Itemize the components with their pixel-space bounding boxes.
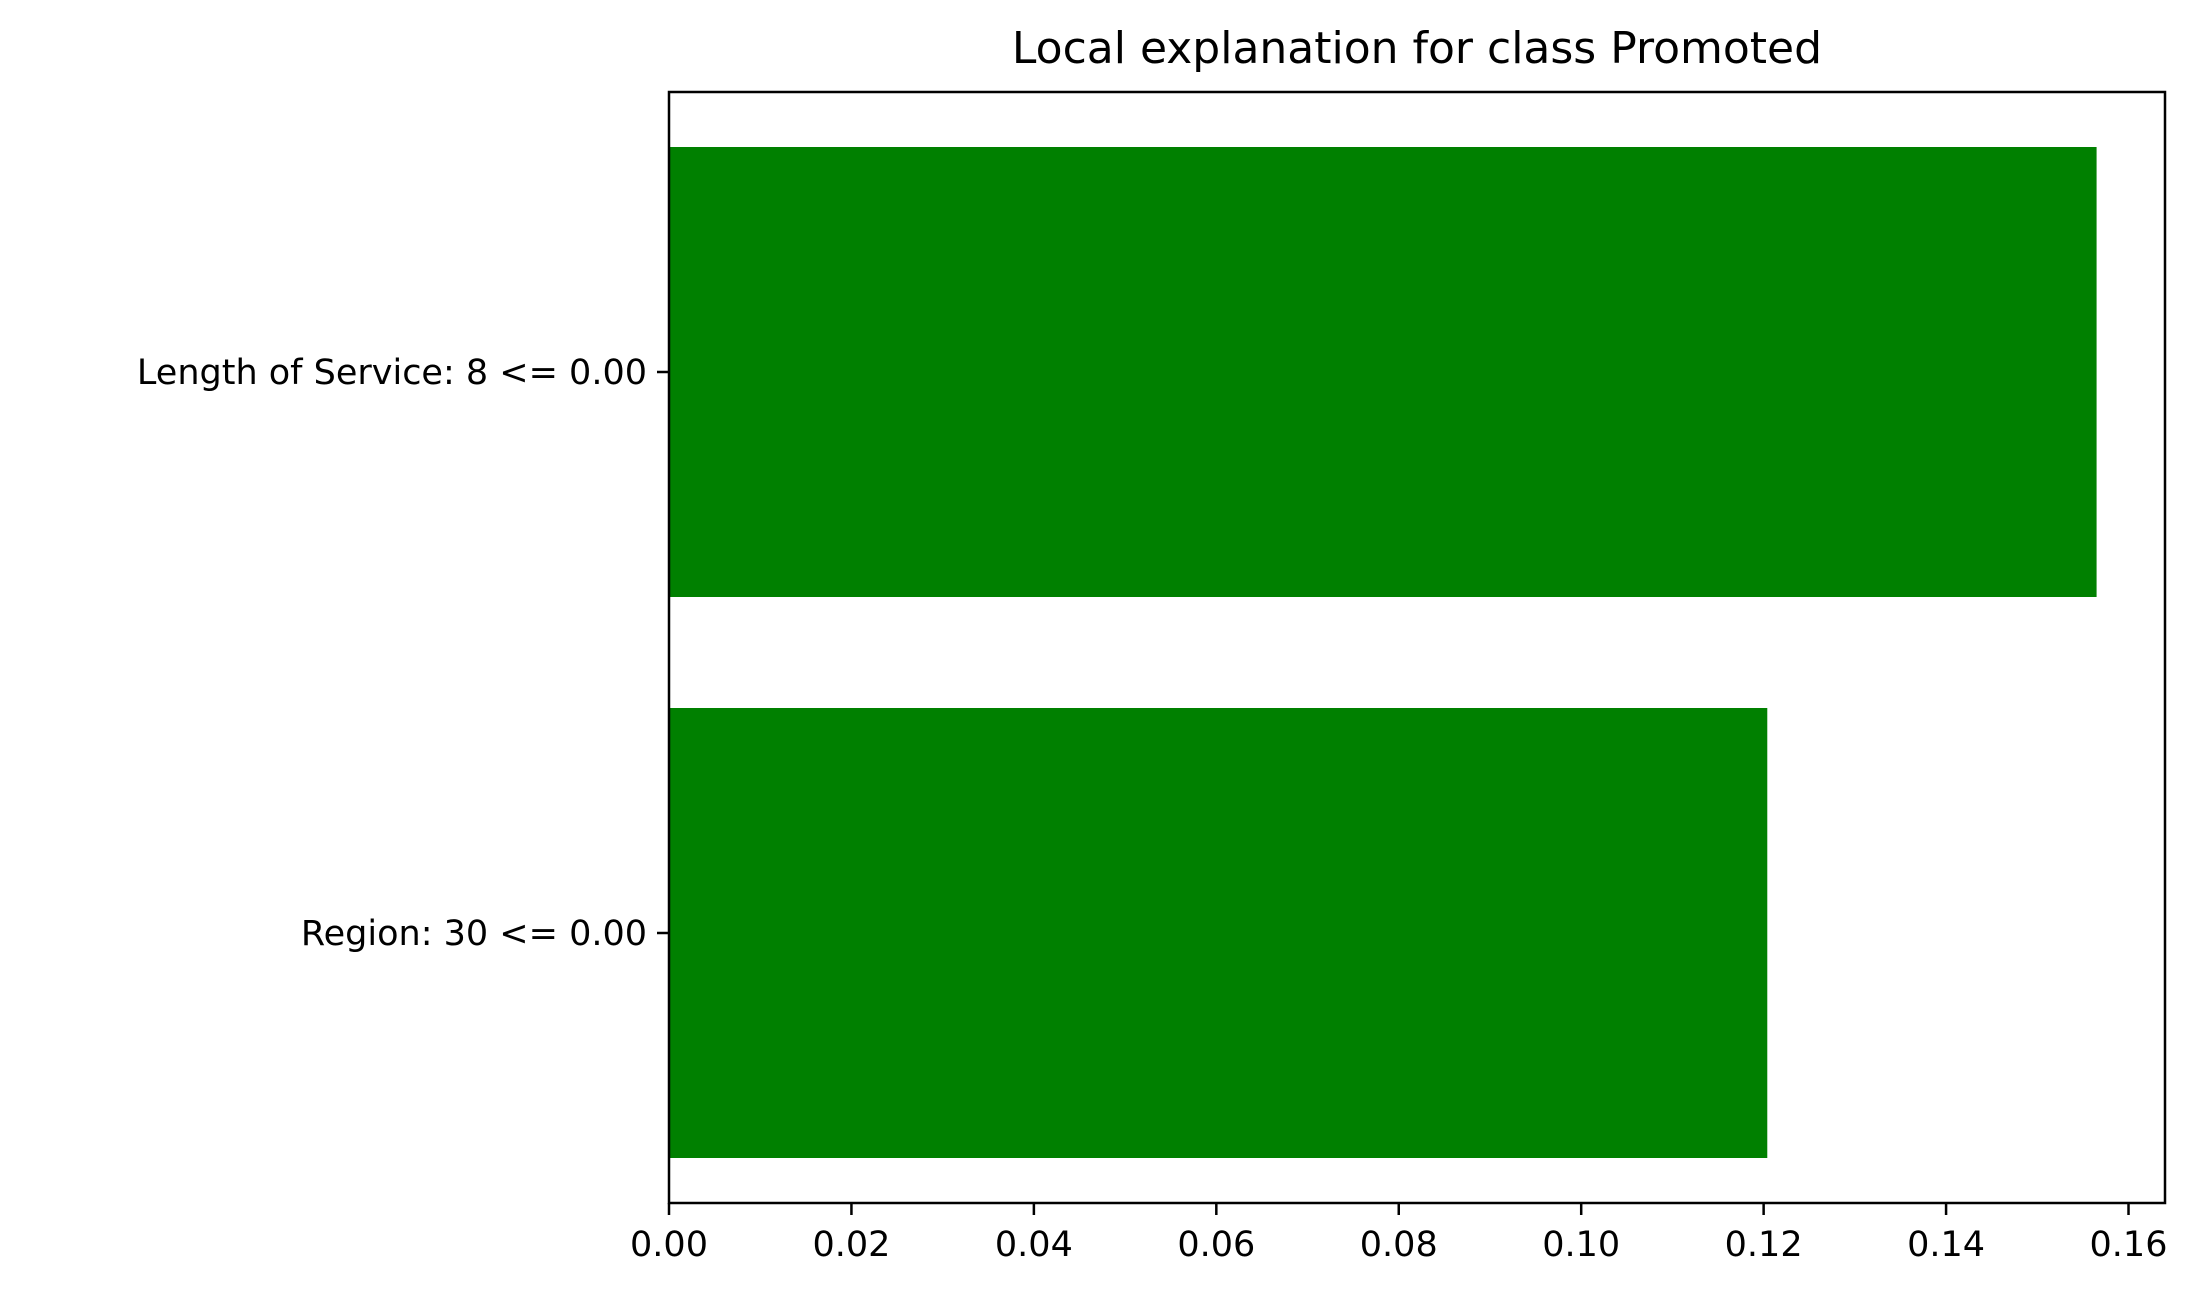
x-tick-label-2: 0.04 (995, 1225, 1073, 1265)
plot-frame (667, 90, 2167, 1205)
x-tick-label-8: 0.16 (2090, 1225, 2168, 1265)
bar-1 (669, 708, 1768, 1158)
x-tick-label-3: 0.06 (1177, 1225, 1255, 1265)
x-tick-label-5: 0.10 (1542, 1225, 1620, 1265)
x-tick-label-0: 0.00 (630, 1225, 708, 1265)
x-axis: 0.00 0.02 0.04 0.06 0.08 0.10 0.12 0.14 0.16 (630, 1203, 2167, 1265)
x-tick-label-6: 0.12 (1725, 1225, 1803, 1265)
x-tick-label-1: 0.02 (812, 1225, 890, 1265)
bar-0 (669, 147, 2097, 597)
chart-title: Local explanation for class Promoted (1012, 23, 1822, 74)
bars-layer (669, 147, 2097, 1158)
y-tick-label-0: Length of Service: 8 <= 0.00 (137, 353, 647, 393)
x-tick-label-4: 0.08 (1360, 1225, 1438, 1265)
y-tick-label-1: Region: 30 <= 0.00 (301, 914, 647, 954)
x-tick-label-7: 0.14 (1907, 1225, 1985, 1265)
y-axis: Length of Service: 8 <= 0.00 Region: 30 <… (137, 353, 669, 954)
